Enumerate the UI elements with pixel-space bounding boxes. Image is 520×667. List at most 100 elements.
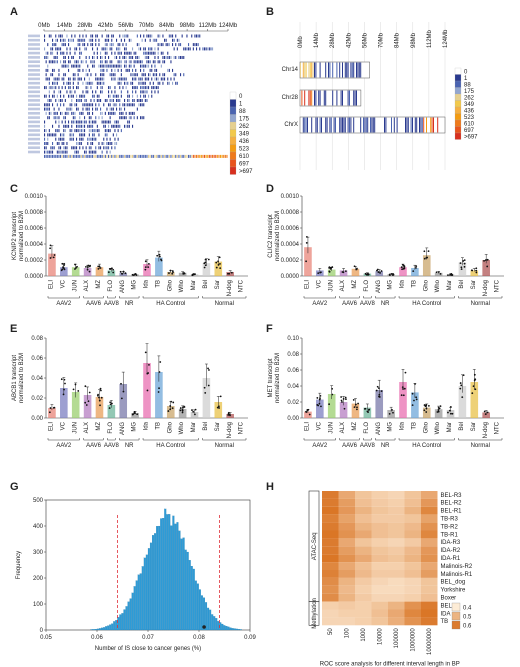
panel-a-bin xyxy=(127,34,129,38)
panel-a-bin xyxy=(44,38,46,42)
panel-b-bin xyxy=(302,62,304,78)
panel-g-bin xyxy=(158,525,161,631)
panel-a-bin xyxy=(47,116,49,120)
panel-c-chart-point xyxy=(219,267,222,270)
panel-a-bin-hot xyxy=(172,154,174,158)
panel-c-chart-point xyxy=(112,268,115,271)
panel-a-bin xyxy=(127,90,129,94)
panel-e-chart-category-label: Bel xyxy=(203,422,209,431)
panel-h-cell xyxy=(322,617,339,626)
panel-a-bin xyxy=(135,51,137,55)
panel-a-bin xyxy=(167,56,169,59)
panel-a-bin xyxy=(191,34,193,38)
panel-g-bin xyxy=(145,554,148,631)
panel-a-bin xyxy=(120,60,122,64)
panel-a-bin xyxy=(63,43,65,47)
panel-a-bin xyxy=(176,81,178,85)
panel-a-bin xyxy=(58,73,60,77)
panel-a-bin xyxy=(100,51,102,55)
panel-e-chart-point xyxy=(99,404,101,407)
panel-h-cell xyxy=(388,522,405,531)
panel-a-bin-hot xyxy=(160,154,162,158)
panel-e-chart-category-label: Sar xyxy=(215,422,221,431)
panel-a-bin xyxy=(72,111,74,115)
panel-d-chart-group-bracket xyxy=(398,296,455,299)
panel-a-bin xyxy=(167,81,169,85)
panel-e-chart-point xyxy=(181,411,184,414)
panel-a-bin xyxy=(192,43,194,47)
panel-a-bin-hot xyxy=(52,154,54,158)
panel-g-bin xyxy=(92,629,95,631)
panel-a-bin xyxy=(85,68,87,72)
panel-a-bin xyxy=(69,60,71,64)
panel-f-chart-point xyxy=(449,406,452,408)
panel-g-ytick-label: 0 xyxy=(40,628,44,634)
panel-a-row-label xyxy=(28,90,40,94)
panel-f-chart-point xyxy=(437,406,440,409)
panel-c-chart-point xyxy=(63,262,66,265)
panel-e-chart-category-label: ALX xyxy=(84,422,90,433)
panel-a-bin xyxy=(92,90,94,94)
panel-a-bin xyxy=(112,99,114,102)
panel-d-chart-category-label: ELI xyxy=(305,280,311,289)
panel-a-bin xyxy=(66,107,68,111)
panel-h-col-label: 1000000 xyxy=(411,628,417,652)
panel-a-bin xyxy=(92,124,94,128)
panel-a-row-label xyxy=(28,142,40,145)
panel-b-bin xyxy=(414,117,416,133)
panel-a-bin-hot xyxy=(125,154,127,158)
panel-f-chart-bar xyxy=(304,411,312,418)
panel-a-bin xyxy=(143,90,145,94)
panel-a-bin xyxy=(100,107,102,111)
panel-a-bin-hot xyxy=(106,154,108,158)
panel-c-chart-point xyxy=(63,264,65,267)
panel-d-chart-bar xyxy=(375,271,384,276)
panel-a-bin xyxy=(85,34,87,38)
panel-b-bin xyxy=(328,62,329,78)
panel-h-col-label: 10000 xyxy=(378,628,384,645)
panel-a-tick-label: 84Mb xyxy=(159,23,175,29)
panel-h-cell xyxy=(322,570,339,578)
panel-h-cell xyxy=(371,498,388,507)
panel-b-tick-label: 42Mb xyxy=(346,32,352,48)
panel-e-chart-point xyxy=(72,388,75,391)
panel-g-bin xyxy=(105,626,108,631)
panel-a-bin xyxy=(119,116,121,120)
panel-f-chart-point xyxy=(320,405,322,408)
panel-h-cell xyxy=(322,506,339,515)
panel-b-bin xyxy=(332,90,334,106)
panel-d-chart-point xyxy=(305,242,308,244)
panel-a-bin xyxy=(108,120,110,124)
panel-a-bin xyxy=(136,86,138,90)
panel-b-bin xyxy=(350,117,352,133)
panel-a-bin xyxy=(157,90,159,94)
panel-a-bin xyxy=(122,116,124,120)
panel-b-tick-label: 98Mb xyxy=(411,32,417,48)
panel-a-bin xyxy=(56,56,58,59)
panel-a-bin-hot xyxy=(87,154,89,158)
panel-d-chart-point xyxy=(412,270,415,273)
panel-a-bin xyxy=(82,137,84,141)
panel-a-legend-swatch xyxy=(229,136,237,145)
panel-c-chart-point xyxy=(215,266,218,269)
panel-a-bin xyxy=(80,94,82,98)
panel-d-chart-bar xyxy=(339,270,348,276)
panel-a-bin-hot xyxy=(157,154,159,158)
panel-a-bin xyxy=(140,81,142,85)
panel-a-bin xyxy=(56,47,58,51)
panel-a-bin-hot xyxy=(84,154,86,158)
panel-a-bin xyxy=(106,60,108,64)
panel-a-bin xyxy=(98,77,100,81)
panel-a-bin xyxy=(63,38,65,42)
panel-a-bin xyxy=(66,150,68,154)
panel-a-bin xyxy=(87,137,89,141)
panel-h-legend-swatch xyxy=(451,611,461,621)
panel-h-legend-label: 0.4 xyxy=(463,606,472,612)
panel-b-bin xyxy=(393,117,395,133)
panel-f-chart-point xyxy=(473,373,476,376)
panel-h-cell xyxy=(322,609,339,618)
panel-a-bin xyxy=(188,47,190,51)
panel-a-bin xyxy=(50,150,52,154)
panel-a-bin xyxy=(181,56,183,59)
panel-g-ytick-label: 400 xyxy=(33,524,44,530)
